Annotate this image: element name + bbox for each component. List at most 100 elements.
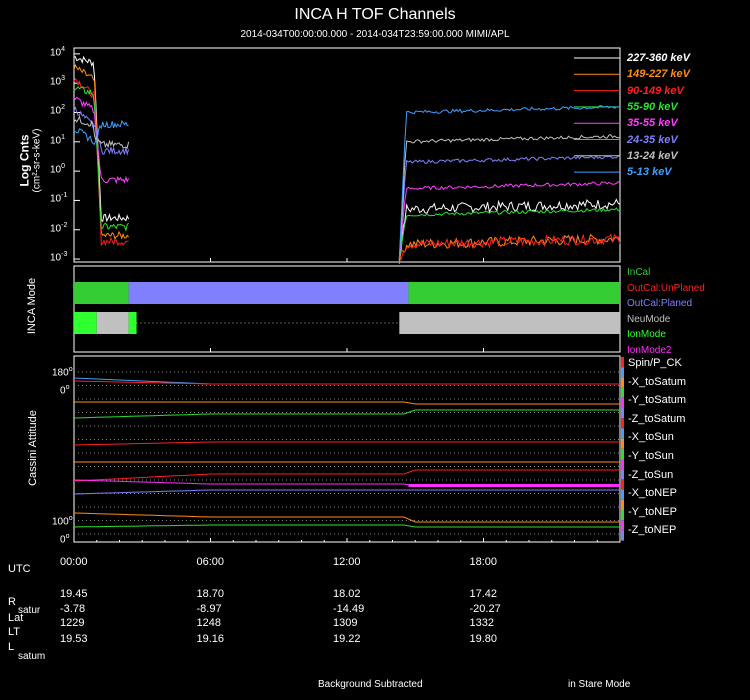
eph-row-sublabel: satur xyxy=(18,605,41,616)
att-legend-strip xyxy=(621,520,624,531)
att-legend-strip xyxy=(621,397,624,408)
att-series-2 xyxy=(74,401,620,405)
tof-ytick-label: 104 xyxy=(50,45,66,59)
att-series-10 xyxy=(73,524,620,528)
mode-legend-item: OutCal:Planed xyxy=(627,298,693,309)
att-legend-item: -Y_toSun xyxy=(628,450,674,462)
eph-value: 19.22 xyxy=(333,633,361,645)
eph-value: 17.42 xyxy=(469,588,498,600)
mode-legend-item: InCal xyxy=(627,267,651,278)
eph-value: 19.80 xyxy=(469,633,498,645)
tof-series-3-early xyxy=(73,86,129,233)
att-legend-strip xyxy=(621,438,624,449)
att-legend-item: -Y_toSatum xyxy=(628,394,687,407)
tof-series-2-late xyxy=(398,233,621,261)
att-ytick-bottom: 0o xyxy=(60,533,70,546)
mode-sci-bar xyxy=(128,312,137,334)
mode-ylabel: INCA Mode xyxy=(26,277,38,335)
eph-value: -8.97 xyxy=(196,603,222,615)
att-legend-strip xyxy=(621,448,624,459)
att-series-3 xyxy=(73,409,620,419)
panel-frame-1 xyxy=(73,47,621,263)
att-legend-item: Spin/P_CK xyxy=(628,357,682,369)
mode-cal-bar xyxy=(128,282,409,304)
att-legend-item: -X_toSatum xyxy=(628,375,687,388)
tof-series-5-early xyxy=(73,106,130,156)
att-legend-item: -Y_toNEP xyxy=(628,505,677,518)
panel-frame-2 xyxy=(73,265,621,353)
tof-series-6-early xyxy=(73,115,130,149)
att-series-8 xyxy=(73,489,620,495)
eph-row-sublabel: satum xyxy=(18,651,46,662)
att-legend-strip xyxy=(621,530,624,541)
x-tick-label: 00:00 xyxy=(60,556,88,568)
mode-legend-item: IonMode xyxy=(627,329,666,340)
tof-ytick-label: 101 xyxy=(50,133,66,147)
att-legend-strip xyxy=(621,428,624,439)
att-legend-item: -Z_toNEP xyxy=(628,524,677,537)
tof-legend-item: 149-227 keV xyxy=(627,68,690,81)
tof-ytick-label: 103 xyxy=(50,75,66,88)
att-legend-item: -X_toNEP xyxy=(628,487,677,500)
att-series-1 xyxy=(73,380,620,385)
tof-series-7-early xyxy=(73,119,129,145)
att-series-6 xyxy=(73,469,620,482)
att-legend-strip xyxy=(621,499,624,510)
eph-value: 1229 xyxy=(60,617,85,629)
att-ytick-0: 0o xyxy=(60,384,70,397)
eph-value: 1309 xyxy=(333,617,358,629)
att-series-4 xyxy=(73,441,620,446)
chart-subtitle: 2014-034T00:00:00.000 - 2014-034T23:59:0… xyxy=(240,29,510,40)
tof-ylabel: Log Cnts (cm²-sr-s-keV) xyxy=(18,101,43,221)
tof-legend-item: 35-55 keV xyxy=(627,117,678,130)
tof-series-0-late xyxy=(398,198,621,261)
mode-sci-bar xyxy=(96,312,129,334)
tof-ytick-label: 10-2 xyxy=(50,221,68,235)
tof-legend-item: 227-360 keV xyxy=(627,52,690,64)
mode-sci-bar xyxy=(399,312,620,334)
chart-title: INCA H TOF Channels xyxy=(294,6,456,23)
tof-ytick-label: 10-1 xyxy=(50,192,68,205)
tof-series-1-late xyxy=(398,233,621,265)
mode-sci-bar xyxy=(74,312,97,334)
x-tick-label: 18:00 xyxy=(469,556,498,568)
att-legend-item: -Z_toSatum xyxy=(628,412,686,425)
tof-legend-item: 90-149 keV xyxy=(627,84,684,97)
tof-series-3-late xyxy=(398,207,621,261)
footer-left: Background Subtracted xyxy=(318,679,423,690)
tof-series-5-late xyxy=(398,154,621,261)
att-legend-strip xyxy=(621,387,624,398)
tof-series-0-early xyxy=(73,55,130,223)
att-legend-strip xyxy=(621,459,624,470)
tof-series-4-late xyxy=(398,181,621,259)
att-legend-strip xyxy=(621,510,624,521)
tof-series-4-early xyxy=(73,96,130,185)
att-legend-item: -Z_toSun xyxy=(628,468,674,481)
att-legend-strip xyxy=(621,357,624,368)
att-legend-strip xyxy=(621,489,624,500)
tof-ylabel-line2: (cm²-sr-s-keV) xyxy=(31,128,43,193)
tof-ytick-label: 10-3 xyxy=(50,251,68,264)
eph-value: 18.02 xyxy=(333,588,361,600)
eph-row-label: LT xyxy=(8,626,21,638)
mode-legend-item: IonMode2 xyxy=(627,344,672,356)
footer-right: in Stare Mode xyxy=(568,679,631,690)
att-legend-strip xyxy=(621,408,624,419)
tof-series-7-late xyxy=(398,105,621,260)
tof-ylabel-line1: Log Cnts xyxy=(17,134,32,187)
eph-row-label: L xyxy=(8,641,15,653)
tof-legend-item: 5-13 keV xyxy=(627,166,672,179)
mode-cal-bar xyxy=(74,282,129,304)
eph-value: 18.70 xyxy=(196,588,225,600)
utc-label: UTC xyxy=(8,563,31,575)
mode-legend-item: NeuMode xyxy=(627,313,671,325)
att-legend-strip xyxy=(621,377,624,388)
eph-value: 19.53 xyxy=(60,633,88,645)
x-tick-label: 12:00 xyxy=(333,556,361,568)
tof-ytick-label: 102 xyxy=(50,104,66,117)
att-series-9 xyxy=(73,512,620,523)
tof-legend-item: 24-35 keV xyxy=(627,133,678,146)
eph-value: 1248 xyxy=(196,617,221,629)
att-legend-item: -X_toSun xyxy=(628,431,674,444)
